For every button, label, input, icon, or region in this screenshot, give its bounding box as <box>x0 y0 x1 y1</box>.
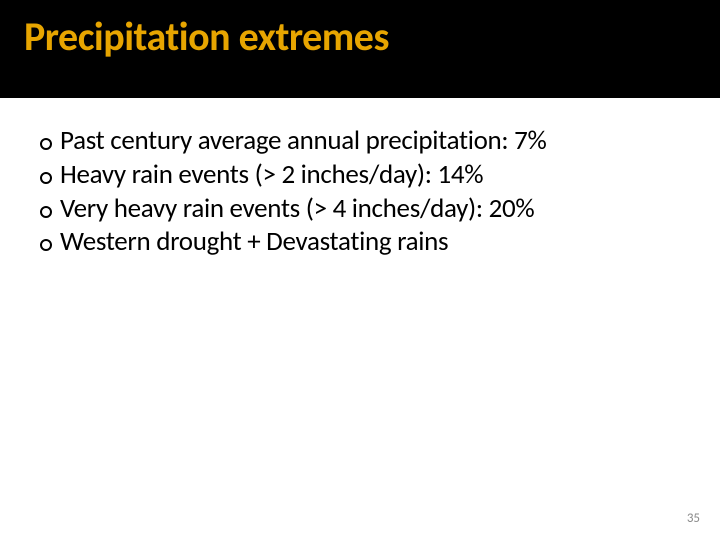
list-item: Heavy rain events (> 2 inches/day): 14% <box>40 158 680 192</box>
slide-content: Past century average annual precipitatio… <box>0 98 720 259</box>
bullet-icon <box>40 239 52 251</box>
bullet-text: Past century average annual precipitatio… <box>60 124 547 158</box>
bullet-text: Heavy rain events (> 2 inches/day): 14% <box>60 158 483 192</box>
slide-title: Precipitation extremes <box>24 12 696 61</box>
bullet-icon <box>40 172 52 184</box>
bullet-icon <box>40 138 52 150</box>
bullet-text: Western drought + Devastating rains <box>60 225 448 259</box>
list-item: Very heavy rain events (> 4 inches/day):… <box>40 192 680 226</box>
list-item: Past century average annual precipitatio… <box>40 124 680 158</box>
page-number: 35 <box>687 511 700 526</box>
bullet-text: Very heavy rain events (> 4 inches/day):… <box>60 192 534 226</box>
bullet-list: Past century average annual precipitatio… <box>40 124 680 259</box>
list-item: Western drought + Devastating rains <box>40 225 680 259</box>
slide-header: Precipitation extremes <box>0 0 720 98</box>
bullet-icon <box>40 206 52 218</box>
